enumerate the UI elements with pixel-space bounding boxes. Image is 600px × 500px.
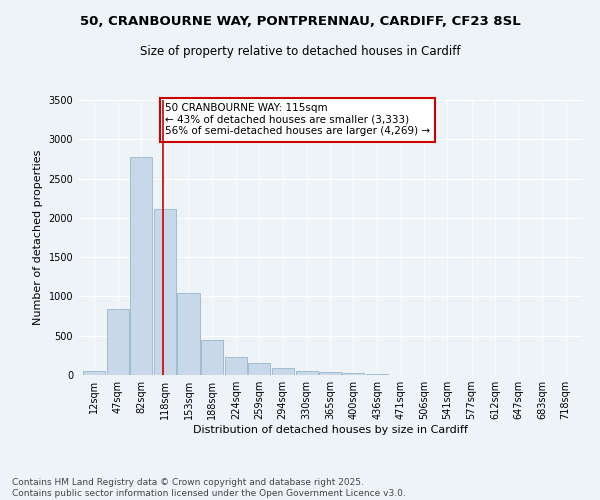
Text: 50 CRANBOURNE WAY: 115sqm
← 43% of detached houses are smaller (3,333)
56% of se: 50 CRANBOURNE WAY: 115sqm ← 43% of detac… — [165, 103, 430, 136]
X-axis label: Distribution of detached houses by size in Cardiff: Distribution of detached houses by size … — [193, 425, 467, 435]
Text: Size of property relative to detached houses in Cardiff: Size of property relative to detached ho… — [140, 45, 460, 58]
Text: Contains HM Land Registry data © Crown copyright and database right 2025.
Contai: Contains HM Land Registry data © Crown c… — [12, 478, 406, 498]
Bar — [296, 370, 318, 375]
Bar — [107, 309, 129, 375]
Y-axis label: Number of detached properties: Number of detached properties — [33, 150, 43, 325]
Text: 50, CRANBOURNE WAY, PONTPRENNAU, CARDIFF, CF23 8SL: 50, CRANBOURNE WAY, PONTPRENNAU, CARDIFF… — [80, 15, 520, 28]
Bar — [83, 370, 106, 375]
Bar — [342, 372, 364, 375]
Bar — [201, 340, 223, 375]
Bar — [319, 372, 341, 375]
Bar — [130, 158, 152, 375]
Bar — [366, 374, 388, 375]
Bar — [272, 368, 294, 375]
Bar — [154, 209, 176, 375]
Bar — [178, 294, 200, 375]
Bar — [248, 363, 271, 375]
Bar — [225, 356, 247, 375]
